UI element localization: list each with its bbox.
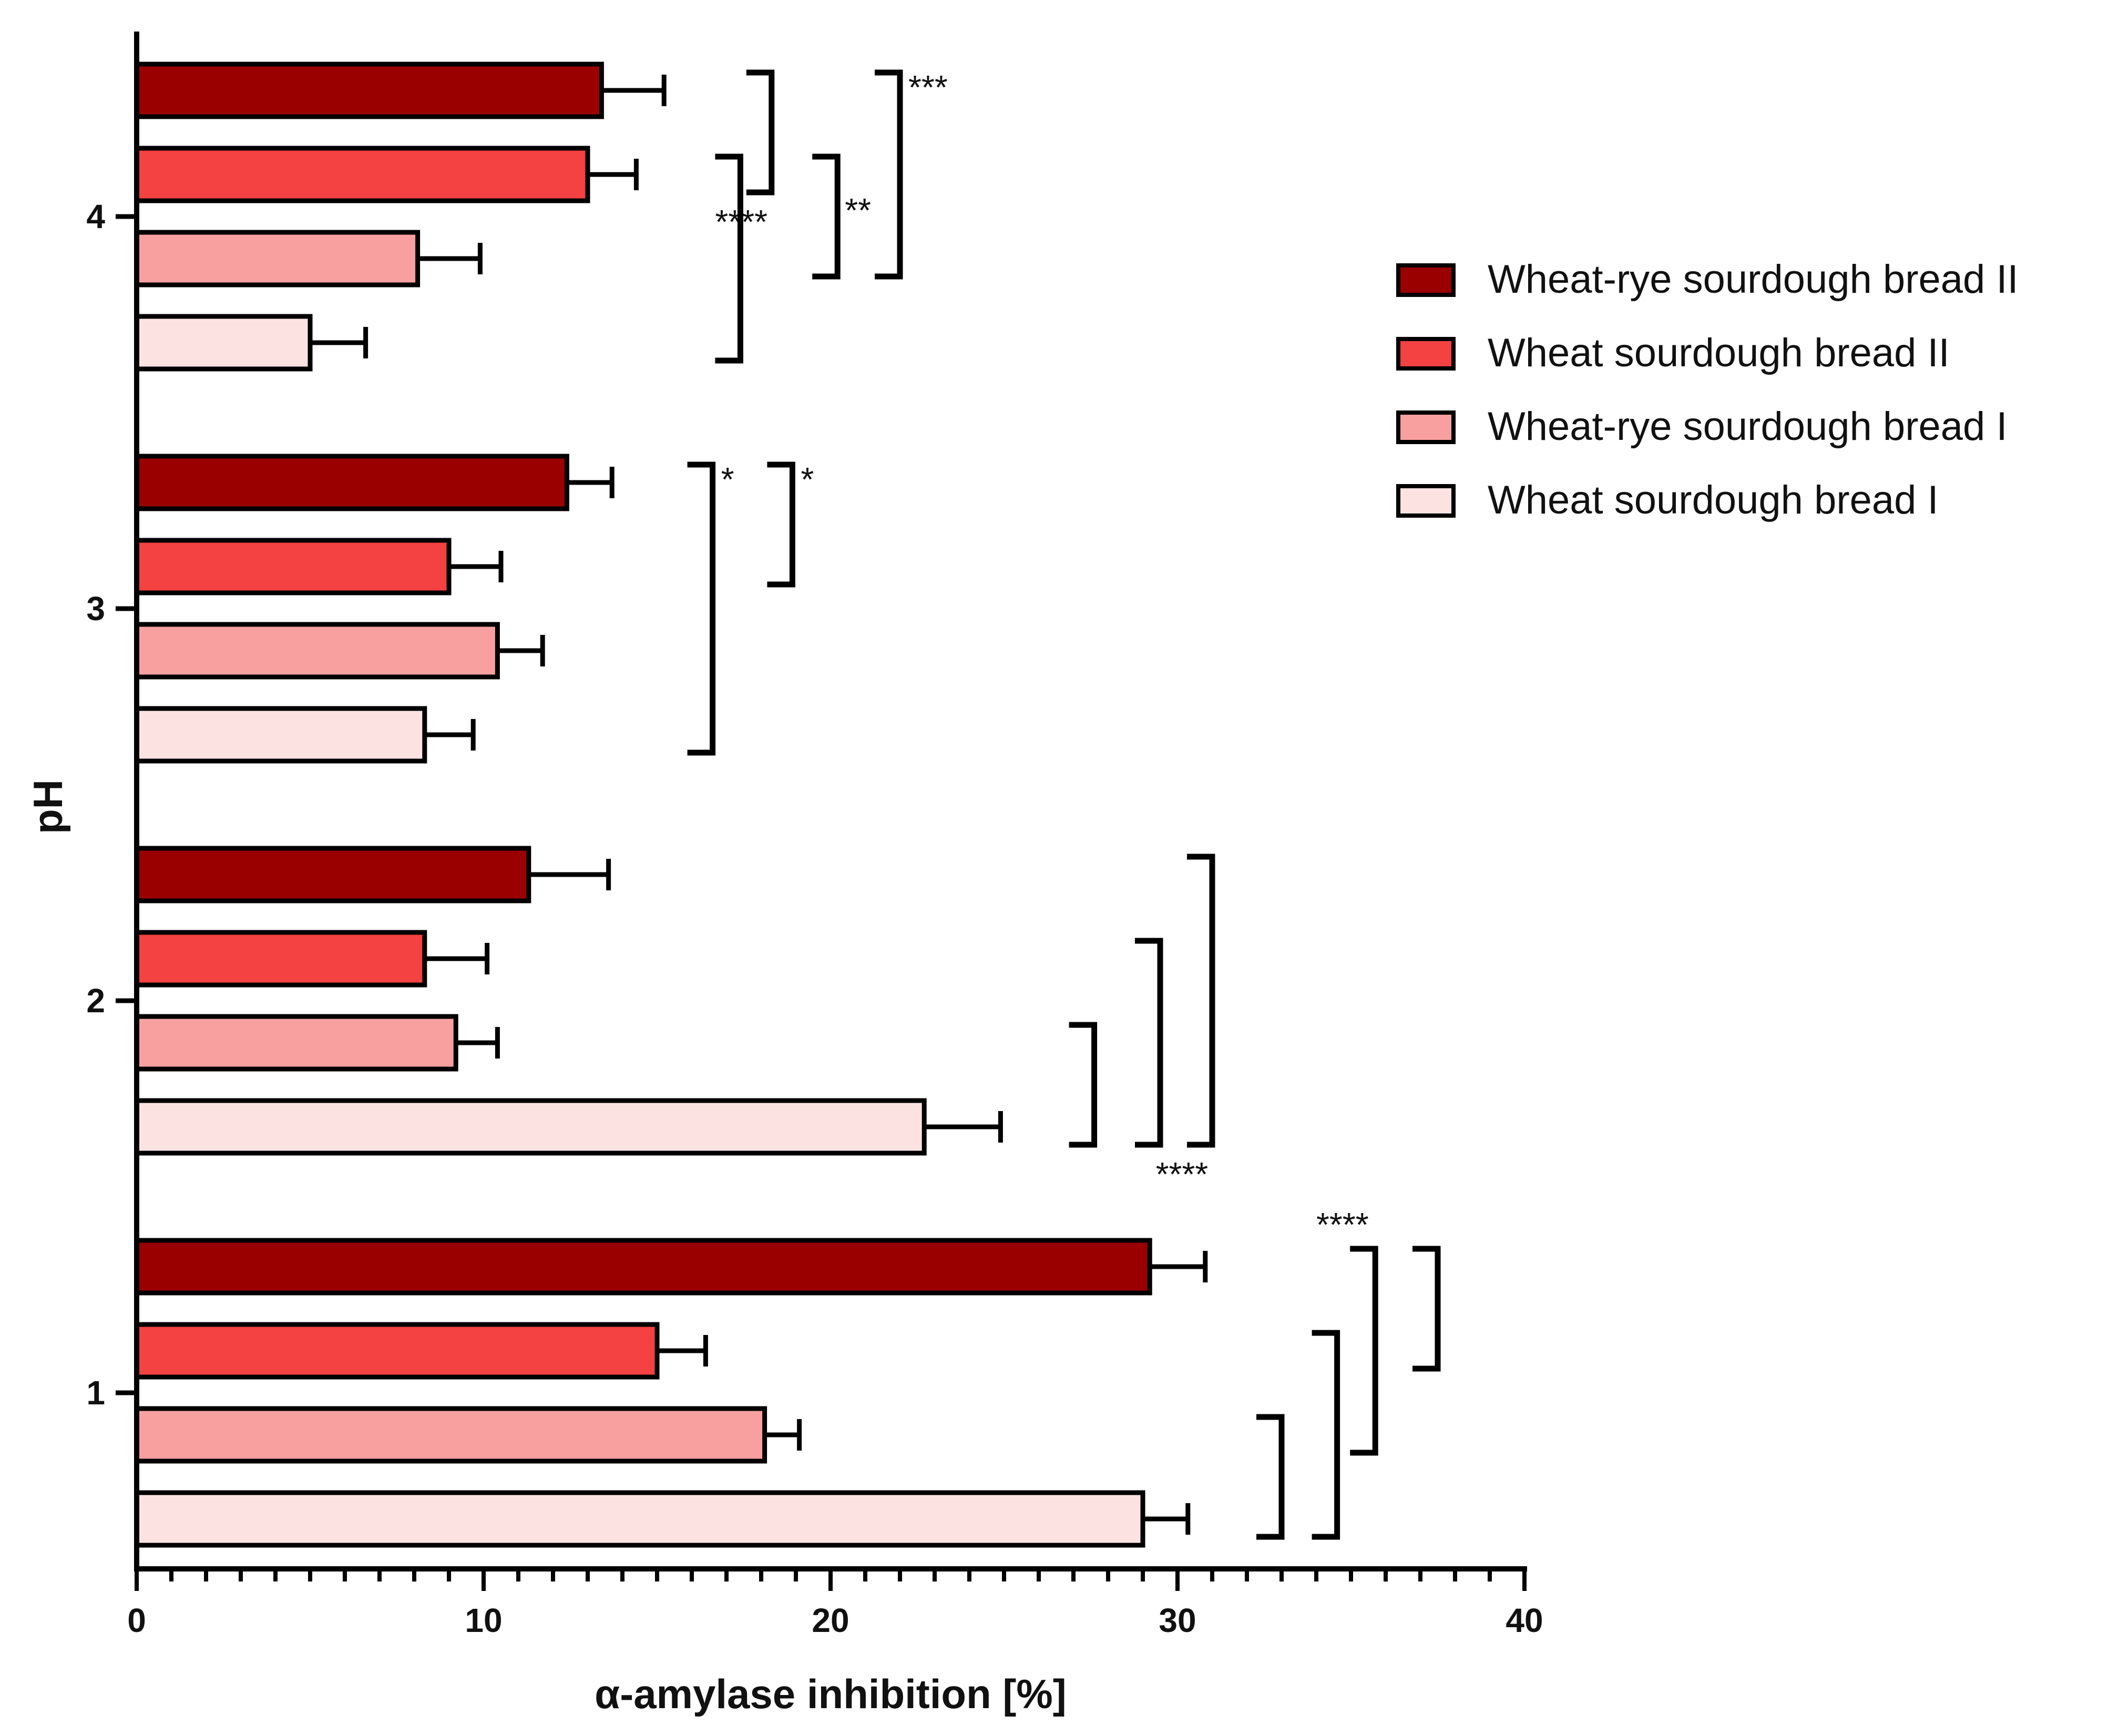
bar-ph3-s3 xyxy=(134,706,427,764)
bar-ph4-s2 xyxy=(134,230,421,287)
plot-area: ********** ********* xyxy=(134,61,1441,1548)
bar-ph3-s0 xyxy=(134,454,569,511)
x-tick-label-2: 20 xyxy=(812,1601,849,1639)
bar-ph1-s0 xyxy=(134,1238,1152,1296)
y-tick-label-3: 3 xyxy=(86,590,105,628)
bar-ph4-s0 xyxy=(134,61,604,119)
significance-bracket-4 xyxy=(687,461,716,756)
bar-ph1-s1 xyxy=(134,1322,660,1380)
legend: Wheat-rye sourdough bread II Wheat sourdo… xyxy=(1396,257,2019,522)
significance-bracket-5 xyxy=(767,461,795,588)
y-axis-title: pH xyxy=(25,779,71,834)
significance-label-9: **** xyxy=(1316,1206,1369,1244)
significance-bracket-1 xyxy=(715,153,743,364)
x-tick-label-4: 40 xyxy=(1506,1601,1543,1639)
significance-bracket-0 xyxy=(746,69,775,196)
x-tick-label-3: 30 xyxy=(1159,1601,1196,1639)
legend-label-3: Wheat sourdough bread I xyxy=(1488,478,1939,522)
significance-bracket-12 xyxy=(1256,1414,1285,1540)
bar-ph4-s1 xyxy=(134,146,590,203)
legend-swatch-0 xyxy=(1396,263,1456,297)
significance-label-2: *** xyxy=(908,68,948,106)
significance-bracket-2 xyxy=(875,69,903,280)
significance-bracket-8 xyxy=(1069,1022,1098,1148)
x-axis-title: α-amylase inhibition [%] xyxy=(595,1671,1066,1717)
significance-bracket-7 xyxy=(1135,938,1163,1148)
bar-ph4-s3 xyxy=(134,314,313,372)
bar-ph3-s2 xyxy=(134,622,500,680)
x-tick-label-1: 10 xyxy=(465,1601,502,1639)
bar-ph3-s1 xyxy=(134,538,452,595)
significance-bracket-10 xyxy=(1412,1246,1441,1372)
bar-ph2-s0 xyxy=(134,846,531,903)
legend-swatch-1 xyxy=(1396,337,1456,371)
bar-ph2-s3 xyxy=(134,1098,927,1156)
axes: α-amylase inhibition [%] pH 0 10 20 30 40 1 2 3… xyxy=(25,32,1543,1717)
y-tick-label-4: 4 xyxy=(86,198,105,235)
significance-bracket-3 xyxy=(812,153,841,280)
significance-bracket-11 xyxy=(1312,1330,1340,1540)
legend-label-0: Wheat-rye sourdough bread II xyxy=(1488,257,2019,302)
bar-ph2-s2 xyxy=(134,1014,458,1072)
x-tick-label-0: 0 xyxy=(127,1601,146,1639)
significance-label-4: * xyxy=(721,460,734,498)
significance-bracket-9 xyxy=(1350,1246,1378,1456)
significance-bracket-6 xyxy=(1187,854,1215,1148)
legend-label-2: Wheat-rye sourdough bread I xyxy=(1488,404,2008,449)
legend-swatch-2 xyxy=(1396,410,1456,444)
bar-ph2-s1 xyxy=(134,930,427,988)
y-tick-label-2: 2 xyxy=(86,982,105,1020)
significance-label-5: * xyxy=(801,460,814,498)
significance-label-6: **** xyxy=(1156,1155,1209,1193)
legend-label-1: Wheat sourdough bread II xyxy=(1488,331,1950,375)
legend-swatch-3 xyxy=(1396,484,1456,518)
bar-ph1-s2 xyxy=(134,1406,767,1464)
y-tick-label-1: 1 xyxy=(86,1374,105,1412)
significance-label-3: ** xyxy=(845,191,871,229)
bar-ph1-s3 xyxy=(134,1490,1145,1548)
